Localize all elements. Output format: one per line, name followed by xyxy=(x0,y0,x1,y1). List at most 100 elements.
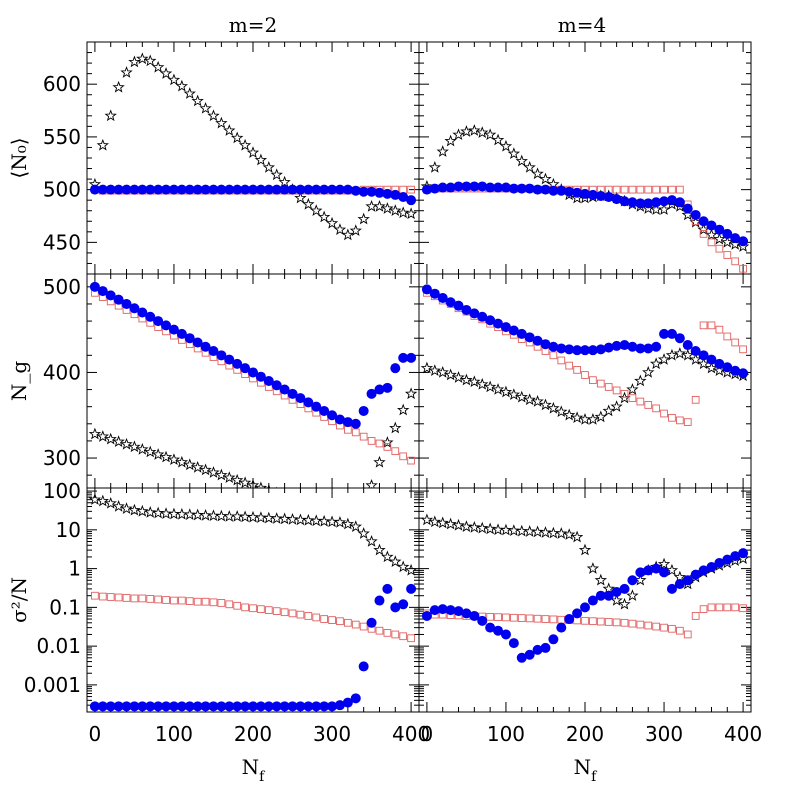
panel-r1-c0: 300 400 500 xyxy=(43,273,420,515)
square-point xyxy=(375,626,384,635)
x-tick-label: 100 xyxy=(155,722,193,746)
circle-point xyxy=(398,352,409,363)
star-point xyxy=(578,543,592,556)
star-point xyxy=(112,500,125,512)
circle-point xyxy=(184,333,195,344)
circle-point xyxy=(500,322,511,333)
star-point xyxy=(294,191,307,204)
star-point xyxy=(444,517,457,530)
circle-point xyxy=(334,184,345,195)
square-point xyxy=(620,389,629,398)
circle-point xyxy=(192,184,203,195)
square-point xyxy=(320,615,328,623)
star-point xyxy=(223,510,236,522)
circle-point xyxy=(168,324,179,335)
star-point xyxy=(476,521,489,534)
circle-point xyxy=(651,563,662,574)
circle-point xyxy=(303,184,314,195)
circle-point xyxy=(524,649,535,660)
circle-point xyxy=(287,388,298,399)
panel-r0-c0: 450 500 550 600 xyxy=(43,41,420,275)
markers-r1-c1 xyxy=(420,284,750,426)
circle-point xyxy=(698,350,709,361)
square-point xyxy=(723,332,732,341)
circle-point xyxy=(113,294,124,305)
star-point xyxy=(183,458,196,471)
circle-point xyxy=(437,604,448,615)
star-point xyxy=(491,383,505,395)
circle-point xyxy=(224,184,235,195)
circle-point xyxy=(722,554,733,565)
circle-point xyxy=(176,701,187,712)
circle-point xyxy=(587,595,598,606)
circle-point xyxy=(730,365,741,376)
star-point xyxy=(254,153,268,166)
square-point xyxy=(691,612,700,620)
star-point xyxy=(483,128,497,141)
star-point xyxy=(327,506,337,515)
y-tick-label: 600 xyxy=(43,72,81,96)
y-tick-label: 400 xyxy=(43,360,81,384)
star-point xyxy=(96,494,109,507)
circle-point xyxy=(113,701,124,712)
star-point xyxy=(286,512,299,525)
star-point xyxy=(341,517,355,530)
square-point xyxy=(502,613,510,622)
y-axis-label-row1: N_g xyxy=(7,361,31,402)
star-point xyxy=(310,204,323,216)
circle-point xyxy=(279,701,290,712)
circle-point xyxy=(334,700,345,711)
y-tick-label: 300 xyxy=(43,446,81,470)
circle-point xyxy=(706,220,717,231)
square-point xyxy=(628,185,637,194)
square-point xyxy=(486,612,494,621)
circle-point xyxy=(532,335,543,346)
circle-point xyxy=(271,184,282,195)
square-point xyxy=(280,608,289,617)
circle-point xyxy=(437,292,448,303)
star-point xyxy=(96,430,109,442)
circle-point xyxy=(453,181,464,192)
star-point xyxy=(381,550,394,563)
circle-point xyxy=(153,701,164,712)
circle-point xyxy=(587,189,598,200)
star-point xyxy=(357,212,370,225)
circle-point xyxy=(674,333,685,344)
square-point xyxy=(178,596,186,605)
circle-point xyxy=(406,352,417,363)
square-point xyxy=(739,345,747,354)
square-point xyxy=(668,185,676,194)
circle-point xyxy=(437,182,448,193)
star-point xyxy=(586,413,600,425)
star-point xyxy=(523,393,536,406)
circle-point xyxy=(690,346,701,357)
x-tick-label: 200 xyxy=(566,722,604,746)
circle-point xyxy=(279,184,290,195)
star-point xyxy=(389,204,402,216)
star-point xyxy=(104,432,117,445)
star-point xyxy=(231,131,244,144)
circle-point xyxy=(200,184,211,195)
circle-point xyxy=(200,341,211,352)
y-tick-label: 10 xyxy=(56,518,81,542)
star-point xyxy=(365,200,378,212)
circle-point xyxy=(611,586,622,597)
x-tick-label: 400 xyxy=(392,722,430,746)
circle-point xyxy=(666,328,677,339)
circle-point xyxy=(224,354,235,365)
star-point xyxy=(563,528,576,540)
circle-point xyxy=(722,228,733,239)
star-point xyxy=(136,442,149,455)
circle-point xyxy=(603,590,614,601)
circle-point xyxy=(619,583,630,594)
star-point xyxy=(436,516,449,529)
circle-point xyxy=(382,382,393,393)
square-point xyxy=(739,604,747,613)
circle-point xyxy=(603,192,614,203)
square-point xyxy=(185,597,194,605)
circle-point xyxy=(556,185,567,196)
circle-point xyxy=(572,345,583,356)
square-point xyxy=(707,321,716,330)
circle-point xyxy=(161,184,172,195)
star-point xyxy=(120,66,133,78)
